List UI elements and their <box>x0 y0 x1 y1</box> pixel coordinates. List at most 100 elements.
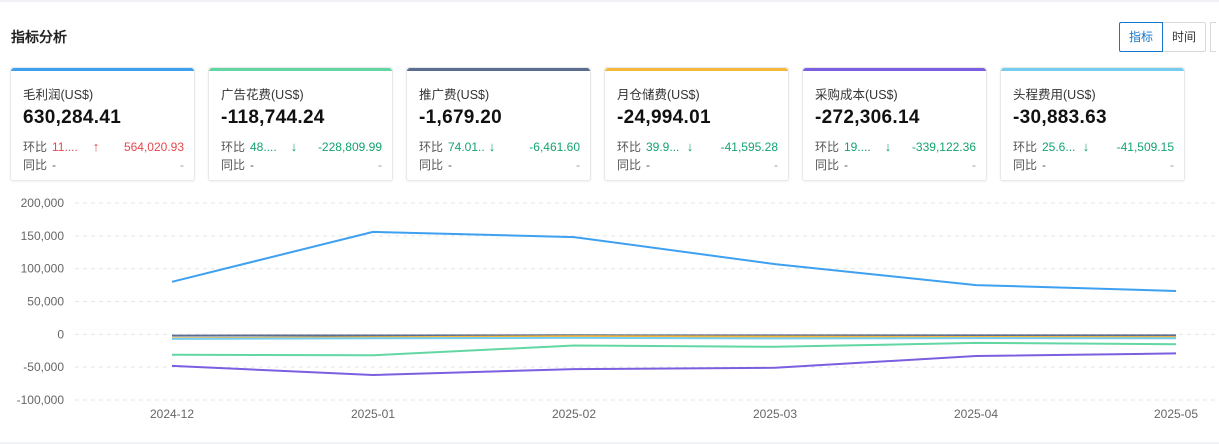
y-tick-label: -100,000 <box>17 393 65 407</box>
metric-card-monthly-storage-fee[interactable]: 月仓储费(US$) -24,994.01 环比 39.9... ↓ -41,59… <box>604 67 789 181</box>
x-tick-label: 2025-03 <box>753 407 797 421</box>
card-label: 推广费(US$) <box>419 88 490 102</box>
card-accent-bar <box>803 68 986 71</box>
x-tick-label: 2025-01 <box>351 407 395 421</box>
mom-row: 环比 19.... ↓ -339,122.36 <box>815 138 976 155</box>
metric-card-purchase-cost[interactable]: 采购成本(US$) -272,306.14 环比 19.... ↓ -339,1… <box>802 67 987 181</box>
mom-row: 环比 25.6... ↓ -41,509.15 <box>1013 138 1174 155</box>
mom-label: 环比 <box>1013 140 1038 154</box>
card-value: -24,994.01 <box>617 107 711 128</box>
y-tick-label: 0 <box>57 327 64 341</box>
mom-percent: 74.01... <box>448 139 484 154</box>
mom-delta: -41,509.15 <box>1116 139 1174 154</box>
mom-percent: 48.... <box>250 139 277 154</box>
mom-percent: 39.9... <box>646 139 680 154</box>
metric-card-ad-spend[interactable]: 广告花费(US$) -118,744.24 环比 48.... ↓ -228,8… <box>208 67 393 181</box>
yoy-delta: - <box>576 157 580 172</box>
yoy-label: 同比 <box>221 158 246 172</box>
metric-card-promotion-fee[interactable]: 推广费(US$) -1,679.20 环比 74.01... ↓ -6,461.… <box>406 67 591 181</box>
arrow-down-icon: ↓ <box>488 139 496 154</box>
card-value: -272,306.14 <box>815 107 920 128</box>
yoy-delta: - <box>378 157 382 172</box>
x-tick-label: 2025-04 <box>954 407 998 421</box>
mom-label: 环比 <box>815 140 840 154</box>
card-accent-bar <box>605 68 788 71</box>
card-label: 广告花费(US$) <box>221 88 304 102</box>
yoy-delta: - <box>774 157 778 172</box>
card-value: 630,284.41 <box>23 107 122 128</box>
yoy-delta: - <box>180 157 184 172</box>
series-line-1 <box>171 341 1177 357</box>
card-value: -1,679.20 <box>419 107 502 128</box>
y-tick-label: 50,000 <box>27 295 64 309</box>
yoy-percent: - <box>52 157 56 172</box>
yoy-percent: - <box>1042 157 1046 172</box>
mom-row: 环比 48.... ↓ -228,809.99 <box>221 138 382 155</box>
page-title: 指标分析 <box>11 29 67 45</box>
card-value: -118,744.24 <box>221 107 325 128</box>
yoy-label: 同比 <box>1013 158 1038 172</box>
toggle-overflow-edge <box>1210 22 1217 52</box>
x-tick-label: 2025-05 <box>1154 407 1198 421</box>
mom-delta: -6,461.60 <box>529 139 580 154</box>
card-label: 采购成本(US$) <box>815 88 898 102</box>
y-tick-label: 100,000 <box>21 262 65 276</box>
mom-percent: 19.... <box>844 139 871 154</box>
mom-delta: 564,020.93 <box>123 139 184 154</box>
yoy-row: 同比 - - <box>815 156 976 173</box>
card-accent-bar <box>11 68 194 71</box>
yoy-row: 同比 - - <box>1013 156 1174 173</box>
series-line-0 <box>171 230 1177 292</box>
card-value: -30,883.63 <box>1013 107 1107 128</box>
yoy-percent: - <box>844 157 848 172</box>
yoy-delta: - <box>1170 157 1174 172</box>
mom-row: 环比 39.9... ↓ -41,595.28 <box>617 138 778 155</box>
view-toggle: 指标 时间 <box>1119 22 1217 52</box>
trend-line-chart[interactable]: 200,000 150,000 100,000 50,000 0 -50,000 -100,… <box>0 187 1219 427</box>
yoy-label: 同比 <box>815 158 840 172</box>
series-line-4 <box>171 352 1177 376</box>
yoy-percent: - <box>250 157 254 172</box>
toggle-indicator-button[interactable]: 指标 <box>1119 22 1164 52</box>
mom-percent: 25.6... <box>1042 139 1076 154</box>
yoy-row: 同比 - - <box>221 156 382 173</box>
card-accent-bar <box>1001 68 1184 71</box>
mom-label: 环比 <box>419 140 444 154</box>
yoy-percent: - <box>448 157 452 172</box>
yoy-delta: - <box>972 157 976 172</box>
arrow-up-icon: ↑ <box>92 139 100 154</box>
mom-label: 环比 <box>23 140 48 154</box>
metric-card-gross-profit[interactable]: 毛利润(US$) 630,284.41 环比 11.... ↑ 564,020.… <box>10 67 195 181</box>
mom-delta: -228,809.99 <box>317 139 382 154</box>
yoy-label: 同比 <box>23 158 48 172</box>
toggle-time-button[interactable]: 时间 <box>1163 22 1207 52</box>
metric-card-first-leg-freight[interactable]: 头程费用(US$) -30,883.63 环比 25.6... ↓ -41,50… <box>1000 67 1185 181</box>
card-label: 毛利润(US$) <box>23 88 94 102</box>
yoy-label: 同比 <box>617 158 642 172</box>
mom-label: 环比 <box>617 140 642 154</box>
yoy-percent: - <box>646 157 650 172</box>
mom-row: 环比 74.01... ↓ -6,461.60 <box>419 138 580 155</box>
x-tick-label: 2025-02 <box>552 407 596 421</box>
mom-label: 环比 <box>221 140 246 154</box>
y-tick-label: 200,000 <box>21 196 65 210</box>
card-label: 月仓储费(US$) <box>617 88 700 102</box>
arrow-down-icon: ↓ <box>1082 139 1090 154</box>
yoy-row: 同比 - - <box>617 156 778 173</box>
metric-cards: 毛利润(US$) 630,284.41 环比 11.... ↑ 564,020.… <box>10 67 1185 181</box>
yoy-label: 同比 <box>419 158 444 172</box>
yoy-row: 同比 - - <box>419 156 580 173</box>
card-accent-bar <box>209 68 392 71</box>
mom-row: 环比 11.... ↑ 564,020.93 <box>23 138 184 155</box>
card-accent-bar <box>407 68 590 71</box>
card-label: 头程费用(US$) <box>1013 88 1096 102</box>
mom-delta: -339,122.36 <box>911 139 976 154</box>
mom-delta: -41,595.28 <box>720 139 778 154</box>
yoy-row: 同比 - - <box>23 156 184 173</box>
y-tick-label: -50,000 <box>23 360 64 374</box>
x-tick-label: 2024-12 <box>150 407 194 421</box>
arrow-down-icon: ↓ <box>686 139 694 154</box>
arrow-down-icon: ↓ <box>290 139 298 154</box>
series-line-5 <box>171 336 1177 340</box>
